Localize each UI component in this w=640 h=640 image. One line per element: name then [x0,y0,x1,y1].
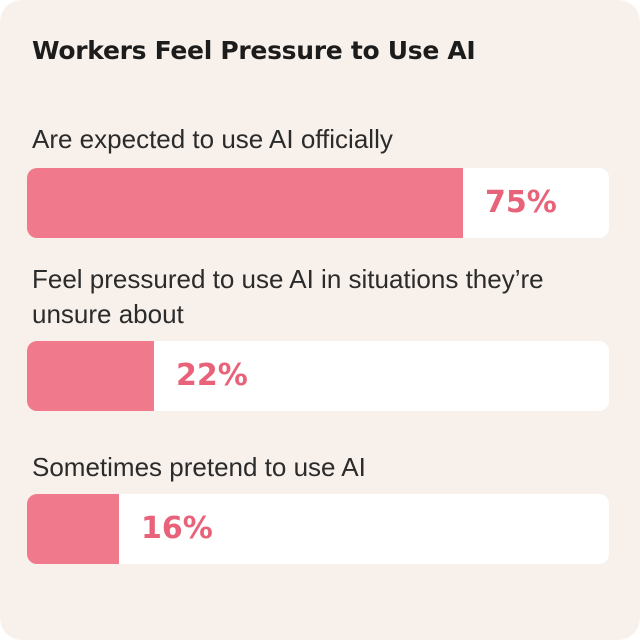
bar-label-pretend-use: Sometimes pretend to use AI [32,452,366,482]
bar-value-pressured-unsure: 22% [176,358,248,393]
bar-value-pretend-use: 16% [141,511,213,546]
bar-fill-pretend-use [27,494,119,564]
bar-fill-pressured-unsure [27,341,154,411]
bar-track-pretend-use: 16% [27,494,609,564]
bar-track-pressured-unsure: 22% [27,341,609,411]
bar-value-expected-officially: 75% [485,185,557,220]
bar-track-expected-officially: 75% [27,168,609,238]
bar-fill-expected-officially [27,168,463,238]
bar-label-expected-officially: Are expected to use AI officially [32,124,393,154]
chart-title: Workers Feel Pressure to Use AI [32,36,476,65]
bar-label-pressured-unsure: Feel pressured to use AI in situations t… [32,264,544,329]
